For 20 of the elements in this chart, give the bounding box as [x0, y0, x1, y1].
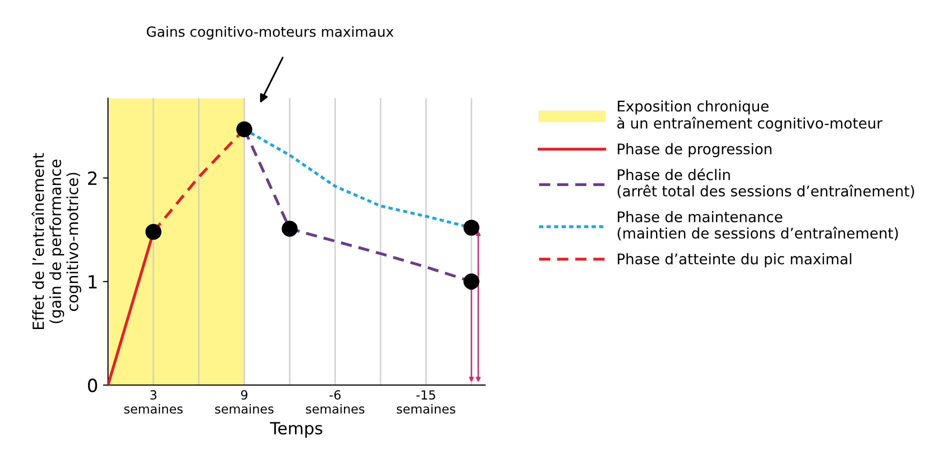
text: Gains cognitivo-moteurs maximaux [146, 26, 394, 40]
x-axis-title: Temps [270, 422, 322, 438]
y-tick-label: 1 [88, 275, 97, 288]
point [282, 220, 298, 237]
legend-label: Phase de déclin (arrêt total des sessions d’entraînement) [618, 168, 914, 198]
x-tick-label: -6 semaines [306, 390, 364, 414]
y-tick-label: 2 [88, 171, 96, 185]
legend-label: Phase de progression [618, 143, 772, 158]
y-axis-title: Effet de l’entraînement (gain de performance cognitivo-motrice) [32, 153, 82, 330]
point [145, 224, 162, 240]
legend-label: Phase d’atteinte du pic maximal [618, 253, 852, 268]
text: Exposition chronique à un entraînement cognitivo-moteur [617, 100, 882, 132]
point [236, 121, 252, 138]
x-tick-label: -15 semaines [396, 390, 456, 414]
point [463, 220, 480, 236]
legend-label: Phase de maintenance (maintien de sessions d’entraînement) [618, 211, 898, 240]
y-tick-label: 0 [88, 378, 98, 392]
point [463, 274, 480, 290]
x-tick-label: 3 semaines [124, 390, 183, 414]
x-tick-label: 9 semaines [215, 390, 274, 414]
